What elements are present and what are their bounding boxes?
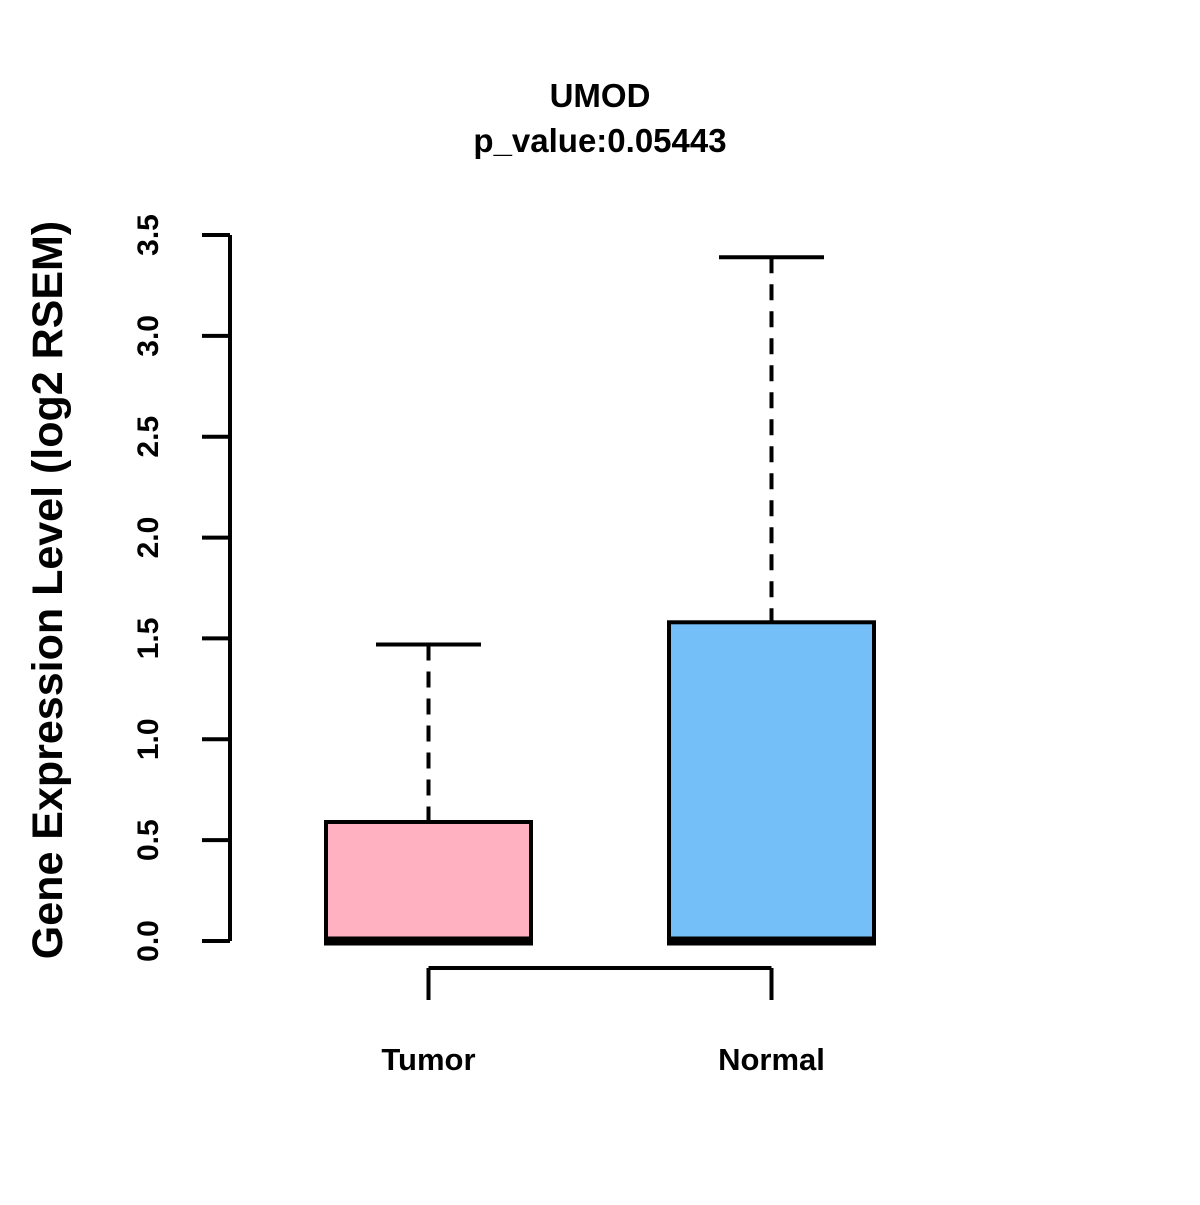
x-category-label-normal: Normal <box>718 1042 825 1077</box>
y-axis-title: Gene Expression Level (log2 RSEM) <box>24 221 72 959</box>
y-axis: 0.0 0.5 1.0 1.5 2.0 2.5 3.0 3.5 <box>132 214 232 962</box>
y-axis-tick-label: 0.0 <box>132 920 165 962</box>
boxplots <box>324 255 876 946</box>
chart-title: UMOD <box>550 77 651 114</box>
x-category-label-tumor: Tumor <box>381 1042 475 1077</box>
y-axis-tick-label: 2.0 <box>132 517 165 559</box>
iqr-box-tumor <box>324 819 533 944</box>
y-axis-tick-label: 2.5 <box>132 416 165 458</box>
p-value-subtitle: p_value:0.05443 <box>473 122 726 159</box>
y-axis-tick-label: 1.5 <box>132 618 165 660</box>
boxplot-normal <box>667 255 876 946</box>
y-axis-tick-label: 1.0 <box>132 718 165 760</box>
x-axis-bracket <box>426 966 774 1000</box>
boxplot-tumor <box>324 642 533 946</box>
y-axis-tick-label: 0.5 <box>132 819 165 861</box>
y-axis-tick-label: 3.0 <box>132 315 165 357</box>
iqr-box-normal <box>667 620 876 943</box>
y-axis-tick-label: 3.5 <box>132 214 165 256</box>
